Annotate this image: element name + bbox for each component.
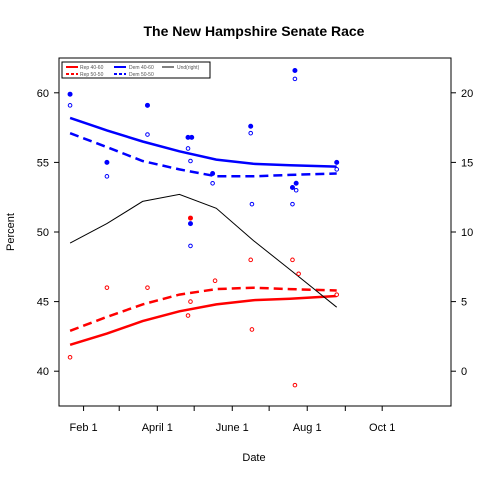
legend-label-dem-50-50: Dem 50-50: [129, 72, 154, 78]
y-tick-label: 55: [37, 157, 49, 169]
data-point: [104, 174, 110, 179]
legend-label-rep-50-50: Rep 50-50: [80, 72, 104, 78]
data-point: [212, 278, 218, 284]
data-points: [67, 68, 340, 388]
x-tick-label: Oct 1: [369, 422, 395, 434]
data-point: [289, 184, 295, 190]
data-point: [293, 187, 299, 193]
series-line-dem-40-60: [69, 116, 337, 168]
y-tick-label: 50: [37, 227, 49, 239]
legend-label-rep-40-60: Rep 40-60: [80, 65, 104, 71]
data-point: [210, 180, 215, 186]
data-point: [145, 132, 150, 137]
x-tick-label: April 1: [142, 422, 173, 434]
data-point: [249, 201, 255, 207]
legend-box: [61, 61, 211, 79]
data-point: [67, 103, 73, 108]
data-point: [188, 158, 193, 164]
x-axis-label: Date: [242, 452, 265, 464]
x-tick-label: Feb 1: [70, 422, 98, 434]
data-point: [292, 382, 298, 388]
data-point: [187, 215, 193, 221]
data-point: [334, 167, 340, 172]
series-line-rep-50-50: [69, 286, 337, 332]
y-tick-label: 45: [37, 297, 49, 309]
data-point: [248, 257, 253, 263]
data-point: [187, 221, 193, 227]
data-point: [104, 159, 110, 165]
data-point: [185, 146, 191, 151]
data-point: [290, 201, 295, 207]
data-point: [249, 327, 255, 332]
data-point: [104, 285, 110, 290]
series-lines: [69, 116, 338, 346]
x-tick-label: Aug 1: [293, 422, 322, 434]
y2-tick-label: 20: [461, 88, 473, 100]
data-point: [67, 354, 73, 360]
legend-label-dem-40-60: Dem 40-60: [129, 65, 154, 71]
y2-tick-label: 10: [461, 227, 473, 239]
data-point: [248, 123, 254, 129]
legend-label-und: Und(right): [177, 65, 200, 71]
data-point: [145, 285, 150, 290]
y-axis-label: Percent: [5, 213, 17, 251]
data-point: [292, 76, 298, 82]
data-point: [185, 313, 191, 318]
data-point: [334, 159, 340, 165]
data-point: [293, 180, 299, 186]
y2-tick-label: 15: [461, 157, 473, 169]
series-line-dem-50-50: [69, 132, 337, 178]
chart-title: The New Hampshire Senate Race: [144, 23, 365, 39]
data-point: [210, 171, 216, 177]
x-tick-label: June 1: [216, 422, 249, 434]
data-point: [248, 130, 253, 136]
data-point: [67, 91, 73, 97]
y-tick-label: 60: [37, 88, 49, 100]
series-line-rep-40-60: [69, 294, 337, 346]
data-point: [189, 134, 195, 140]
plot-frame: [58, 57, 452, 407]
y2-tick-label: 0: [461, 366, 467, 378]
data-point: [188, 243, 193, 249]
data-point: [292, 68, 298, 74]
data-point: [290, 257, 295, 263]
data-point: [144, 102, 150, 108]
y2-tick-label: 5: [461, 297, 467, 309]
data-point: [334, 292, 340, 297]
axes: Feb 1 April 1 June 1 Aug 1 Oct 1 40 45 50 55 60 0 5…: [37, 88, 474, 434]
series-line-und-right-: [69, 193, 338, 308]
y-tick-label: 40: [37, 366, 49, 378]
data-point: [188, 299, 193, 304]
legend: Rep 40-60 Rep 50-50 Dem 40-60 Dem 50-50 …: [61, 61, 211, 79]
data-point: [296, 271, 301, 277]
